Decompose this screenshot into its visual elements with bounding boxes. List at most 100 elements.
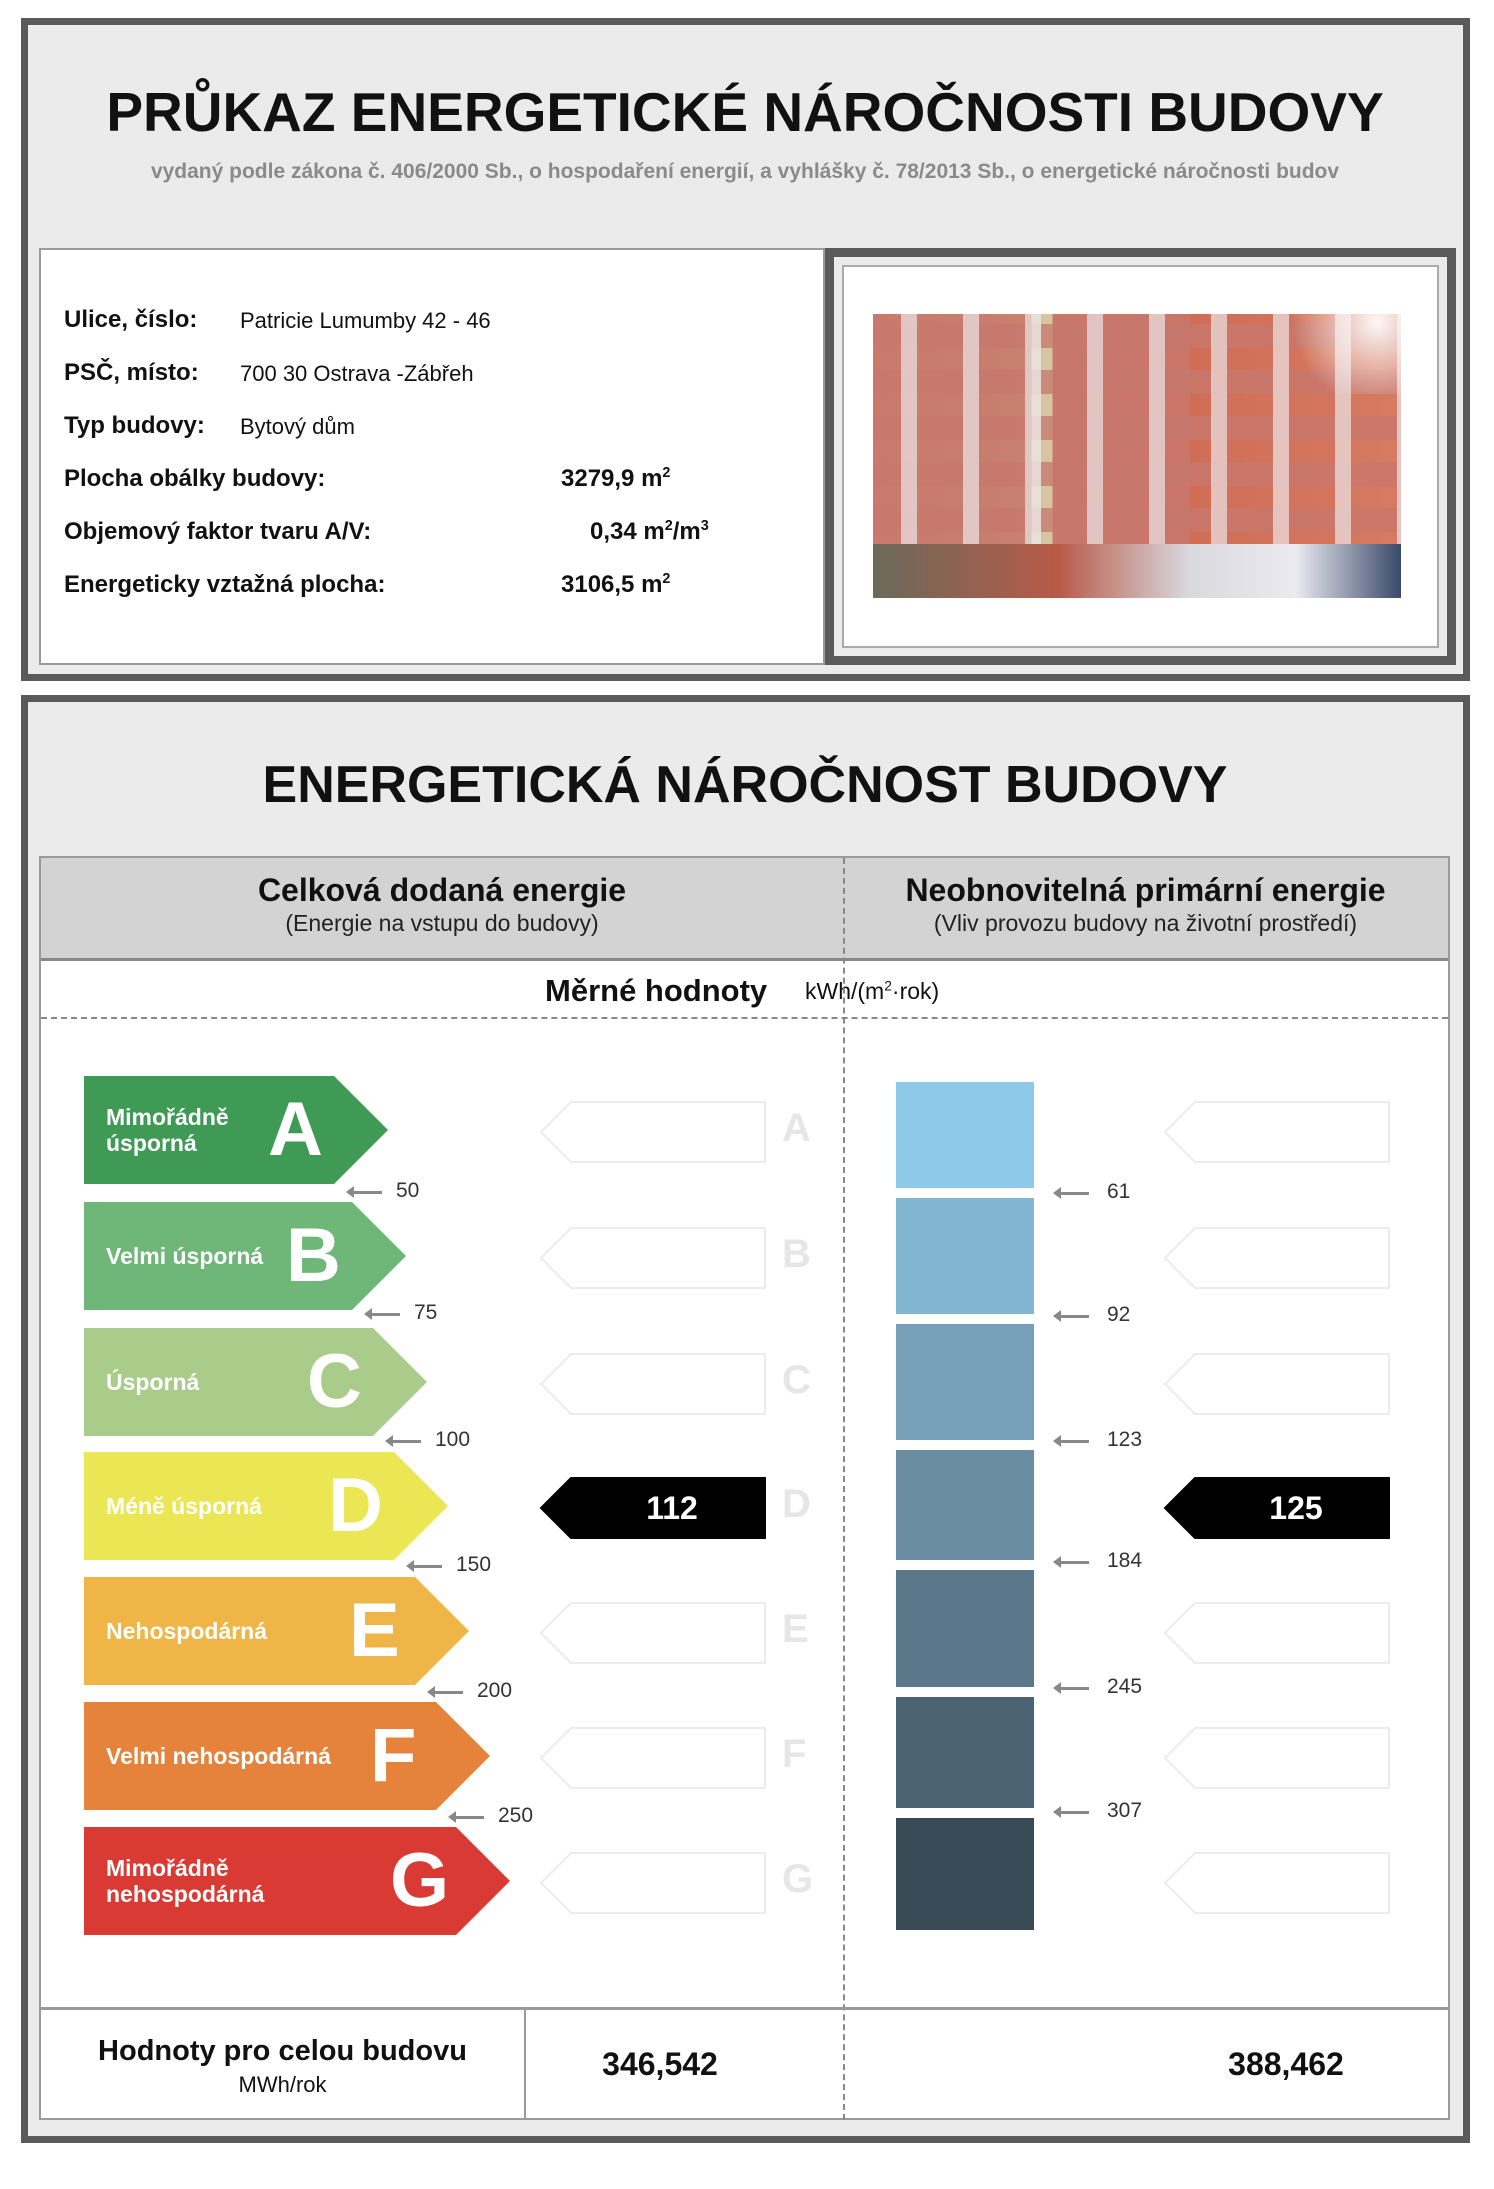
envelope-area-value: 3279,9 m2	[561, 465, 671, 492]
ghost-class-letter: F	[782, 1732, 807, 1776]
primary-energy-bar-g	[896, 1818, 1034, 1930]
right-empty-marker-c	[1163, 1352, 1390, 1415]
left-threshold-label: 250	[498, 1804, 534, 1827]
class-letter: B	[286, 1213, 341, 1298]
threshold-arrow-icon	[1053, 1682, 1089, 1694]
totals-unit: MWh/rok	[238, 2072, 327, 2097]
threshold-arrow-icon	[364, 1308, 400, 1320]
class-band-shape	[84, 1577, 469, 1685]
left-threshold-label: 150	[456, 1553, 492, 1576]
right-threshold-label: 123	[1107, 1428, 1143, 1451]
marker-shape	[539, 1852, 766, 1914]
left-empty-marker-c	[539, 1352, 766, 1415]
left-threshold-label: 75	[414, 1301, 438, 1324]
ghost-class-letter: A	[782, 1106, 811, 1150]
threshold-arrow-icon	[427, 1686, 463, 1698]
energy-class-band-e: Nehospodárná E	[84, 1577, 469, 1685]
column-header-row	[41, 858, 1448, 961]
primary-energy-bar-f	[896, 1697, 1034, 1808]
street-value: Patricie Lumumby 42 - 46	[240, 308, 491, 333]
column-divider	[843, 858, 845, 2120]
total-primary-energy: 388,462	[1228, 2046, 1344, 2082]
left-result-value: 112	[646, 1490, 698, 1526]
totals-divider	[41, 2007, 1448, 2010]
class-band-shape	[84, 1202, 406, 1310]
shape-factor-value: 0,34 m2/m3	[590, 518, 709, 545]
marker-shape	[539, 1477, 766, 1539]
class-label: Nehospodárná	[106, 1618, 268, 1644]
class-label: Méně úsporná	[106, 1493, 262, 1519]
reference-area-value: 3106,5 m2	[561, 571, 671, 598]
energy-class-band-b: Velmi úsporná B	[84, 1202, 406, 1310]
left-threshold-label: 50	[396, 1179, 420, 1202]
left-empty-marker-e	[539, 1601, 766, 1664]
class-label: Mimořádně nehospodárná	[106, 1855, 265, 1907]
class-label: Velmi úsporná	[106, 1243, 264, 1269]
street-label: Ulice, číslo:	[64, 306, 198, 333]
energy-class-band-c: Úsporná C	[84, 1328, 427, 1436]
right-result-value: 125	[1269, 1490, 1323, 1526]
primary-energy-bar-b	[896, 1198, 1034, 1314]
totals-cell-divider	[524, 2007, 526, 2119]
energy-class-band-f: Velmi nehospodárná F	[84, 1702, 490, 1810]
page-subtitle: vydaný podle zákona č. 406/2000 Sb., o h…	[150, 160, 1340, 183]
city-label: PSČ, místo:	[64, 359, 199, 386]
building-info-box	[39, 248, 825, 665]
left-empty-marker-g	[539, 1851, 766, 1914]
threshold-arrow-icon	[346, 1186, 382, 1198]
totals-label: Hodnoty pro celou budovu	[98, 2035, 467, 2067]
class-letter: F	[370, 1713, 417, 1798]
class-letter: E	[349, 1588, 400, 1673]
marker-shape	[1163, 1227, 1390, 1289]
class-band-shape	[84, 1452, 448, 1560]
right-empty-marker-a	[1163, 1100, 1390, 1163]
right-empty-marker-f	[1163, 1726, 1390, 1789]
specific-values-unit: kWh/(m2·rok)	[805, 978, 940, 1004]
energy-class-band-a: Mimořádně úsporná A	[84, 1076, 388, 1184]
building-type-value: Bytový dům	[240, 414, 355, 439]
threshold-arrow-icon	[1053, 1806, 1089, 1818]
left-column-heading: Celková dodaná energie	[257, 872, 627, 908]
threshold-arrow-icon	[1053, 1310, 1089, 1322]
right-column-subheading: (Vliv provozu budovy na životní prostřed…	[933, 910, 1358, 936]
marker-shape	[1163, 1101, 1390, 1163]
envelope-area-label: Plocha obálky budovy:	[64, 465, 326, 492]
left-column-subheading: (Energie na vstupu do budovy)	[285, 910, 599, 936]
marker-shape	[539, 1101, 766, 1163]
ghost-class-letter: C	[782, 1358, 811, 1402]
primary-energy-bar-c	[896, 1324, 1034, 1440]
specific-values-label: Měrné hodnoty	[545, 973, 768, 1008]
right-empty-marker-b	[1163, 1226, 1390, 1289]
right-empty-marker-g	[1163, 1851, 1390, 1914]
class-band-shape	[84, 1328, 427, 1436]
total-delivered-energy: 346,542	[602, 2046, 718, 2082]
class-label: Velmi nehospodárná	[106, 1743, 331, 1769]
building-photo	[873, 314, 1401, 598]
right-threshold-label: 61	[1107, 1180, 1131, 1203]
marker-shape	[1163, 1477, 1390, 1539]
city-value: 700 30 Ostrava -Zábřeh	[240, 361, 474, 386]
ghost-class-letter: E	[782, 1607, 809, 1651]
class-letter: G	[390, 1838, 450, 1923]
left-result-marker: 112	[539, 1476, 766, 1539]
marker-shape	[1163, 1852, 1390, 1914]
marker-shape	[1163, 1602, 1390, 1664]
threshold-arrow-icon	[1053, 1556, 1089, 1568]
class-label: Mimořádně úsporná	[106, 1104, 229, 1156]
right-threshold-label: 307	[1107, 1799, 1143, 1822]
class-letter: C	[307, 1339, 362, 1424]
energy-class-band-d: Méně úsporná D	[84, 1452, 448, 1560]
right-threshold-label: 245	[1107, 1675, 1143, 1698]
right-threshold-label: 184	[1107, 1549, 1143, 1572]
ghost-class-letter: G	[782, 1857, 814, 1901]
marker-shape	[539, 1227, 766, 1289]
marker-shape	[539, 1353, 766, 1415]
primary-energy-bar-d	[896, 1450, 1034, 1560]
left-empty-marker-f	[539, 1726, 766, 1789]
right-column-heading: Neobnovitelná primární energie	[905, 872, 1386, 908]
reference-area-label: Energeticky vztažná plocha:	[64, 571, 386, 598]
class-band-shape	[84, 1827, 510, 1935]
threshold-arrow-icon	[1053, 1435, 1089, 1447]
threshold-arrow-icon	[1053, 1187, 1089, 1199]
